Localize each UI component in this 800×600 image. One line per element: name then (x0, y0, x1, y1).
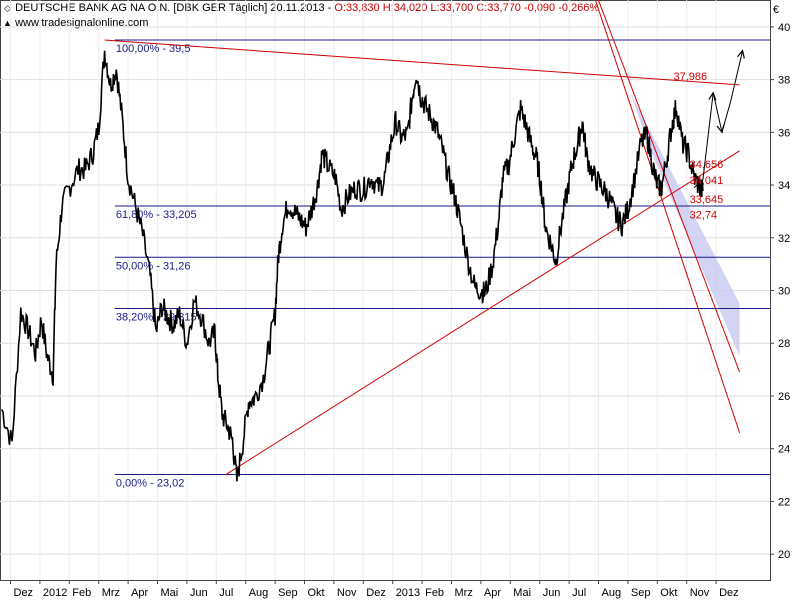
fibonacci-level-label: 38,20% - 29,315 (116, 312, 197, 324)
site-url: www.tradesignalonline.com (15, 17, 149, 29)
x-tick-label: Sep (278, 587, 298, 599)
x-tick-label: Apr (131, 587, 148, 599)
site-watermark: ▲ www.tradesignalonline.com (3, 17, 148, 29)
ohlc-readout: O:33,830 H:34,020 L:33,700 C:33,770 -0,0… (334, 2, 600, 14)
price-level-label: 37,986 (673, 71, 707, 83)
price-level-label: 34,041 (690, 175, 724, 187)
fibonacci-level-label: 100,00% - 39,5 (116, 43, 191, 55)
projection-path (693, 50, 744, 189)
projection-arrowhead (737, 49, 745, 59)
y-tick-label: 24 (778, 444, 790, 456)
y-tick-label: 40 (778, 22, 790, 34)
x-tick-label: Okt (660, 587, 677, 599)
x-tick-label: Mai (513, 587, 531, 599)
price-level-label: 34,656 (690, 159, 724, 171)
x-tick-label: Mrz (102, 587, 120, 599)
instrument-title: DEUTSCHE BANK AG NA O.N. [DBK GER Täglic… (15, 2, 335, 14)
diamond-icon: ◇ (4, 3, 11, 13)
x-tick-label: Aug (602, 587, 622, 599)
x-tick-label: Apr (484, 587, 501, 599)
y-tick-label: 26 (778, 391, 790, 403)
trendline (224, 150, 740, 476)
y-tick-label: 32 (778, 233, 790, 245)
x-tick-label: Okt (308, 587, 325, 599)
projection-arrowhead (708, 91, 717, 101)
y-tick-label: 28 (778, 338, 790, 350)
x-tick-label: Nov (337, 587, 357, 599)
x-tick-label: Mrz (455, 587, 473, 599)
x-tick-label: Dez (719, 587, 739, 599)
x-tick-label: Dez (14, 587, 34, 599)
price-level-label: 33,645 (690, 194, 724, 206)
y-tick-label: 36 (778, 127, 790, 139)
projection-arrowhead (716, 124, 725, 134)
x-tick-label: 2012 (43, 587, 67, 599)
x-tick-label: 2013 (396, 587, 420, 599)
y-tick-label: 38 (778, 75, 790, 87)
y-tick-label: 22 (778, 496, 790, 508)
y-tick-label: 20 (778, 549, 790, 561)
chart-header: ◇ DEUTSCHE BANK AG NA O.N. [DBK GER Tägl… (3, 2, 599, 14)
trendline (595, 0, 741, 434)
y-tick-label: 34 (778, 180, 790, 192)
x-tick-label: Feb (72, 587, 91, 599)
fibonacci-level-label: 61,80% - 33,205 (116, 209, 197, 221)
price-series-line (0, 50, 704, 482)
x-tick-label: Feb (425, 587, 444, 599)
fibonacci-level-label: 50,00% - 31,26 (116, 260, 191, 272)
x-tick-label: Mai (161, 587, 179, 599)
trendline (104, 39, 740, 86)
currency-label: € (773, 4, 779, 16)
trend-channel-band (630, 92, 740, 357)
x-tick-label: Aug (249, 587, 269, 599)
fibonacci-level-label: 0,00% - 23,02 (116, 478, 184, 490)
y-tick-label: 30 (778, 286, 790, 298)
x-tick-label: Sep (631, 587, 651, 599)
x-tick-label: Jun (543, 587, 561, 599)
x-tick-label: Jul (219, 587, 233, 599)
x-tick-label: Nov (690, 587, 710, 599)
triangle-icon: ▲ (3, 18, 12, 28)
x-tick-label: Jul (572, 587, 586, 599)
x-tick-label: Dez (366, 587, 386, 599)
x-tick-label: Jun (190, 587, 208, 599)
trendline (597, 0, 741, 373)
price-level-label: 32,74 (690, 209, 718, 221)
